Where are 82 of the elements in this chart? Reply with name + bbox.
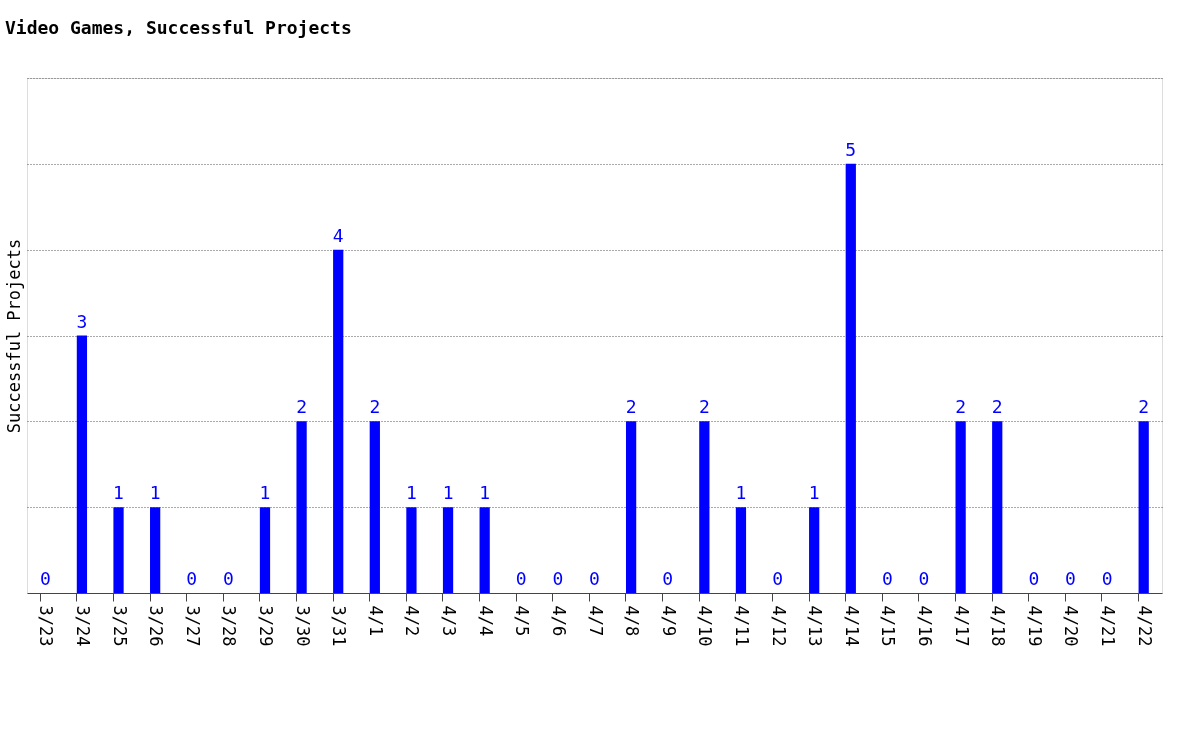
bar	[150, 507, 161, 593]
x-tick-label: 4/8	[622, 605, 643, 637]
x-tick-label: 4/21	[1098, 605, 1119, 647]
x-tick-label: 4/22	[1134, 605, 1155, 647]
data-label: 0	[1101, 568, 1113, 589]
data-label: 3	[76, 310, 88, 332]
bar	[735, 507, 747, 593]
y-axis-title: Successful Projects	[3, 238, 24, 434]
data-label: 0	[515, 568, 527, 589]
data-label: 0	[662, 568, 674, 589]
x-tick-label: 3/31	[329, 605, 350, 647]
x-tick-label: 4/7	[585, 605, 606, 637]
data-label: 0	[39, 568, 51, 589]
data-label: 1	[735, 482, 747, 504]
bar	[113, 507, 124, 593]
x-tick-label: 4/10	[695, 605, 716, 647]
bar	[1138, 421, 1149, 593]
bar	[699, 421, 710, 593]
data-label: 1	[479, 482, 491, 504]
data-label: 2	[955, 396, 967, 418]
x-tick-label: 4/17	[951, 605, 972, 647]
x-tick-label: 3/28	[219, 605, 240, 647]
data-label: 1	[259, 482, 271, 504]
x-tick-label: 4/19	[1024, 605, 1045, 647]
data-label: 2	[698, 396, 710, 418]
x-tick-label: 4/1	[365, 605, 386, 637]
x-tick-label: 4/5	[512, 605, 533, 637]
bar	[845, 163, 856, 593]
data-label: 0	[772, 568, 783, 589]
chart-title: Video Games, Successful Projects	[5, 17, 352, 38]
x-tick-label: 4/14	[841, 605, 862, 647]
data-label: 0	[186, 568, 198, 589]
bar	[406, 507, 417, 593]
bar	[625, 421, 637, 593]
bar	[809, 507, 820, 593]
data-label: 0	[589, 568, 600, 589]
x-tick-label: 4/11	[731, 605, 752, 647]
x-tick-label: 4/6	[548, 605, 569, 637]
bar	[442, 507, 454, 593]
bar	[333, 249, 344, 593]
x-tick-label: 4/15	[878, 605, 899, 647]
x-tick-label: 3/23	[36, 605, 57, 647]
x-tick-label: 3/26	[146, 605, 167, 647]
x-tick-label: 3/29	[255, 605, 276, 647]
data-label: 0	[881, 568, 893, 589]
data-label: 1	[149, 482, 161, 504]
data-label: 0	[1065, 568, 1076, 589]
x-tick-label: 3/25	[109, 605, 130, 647]
data-label: 1	[113, 482, 124, 504]
data-label: 2	[296, 396, 308, 418]
x-tick-label: 4/18	[988, 605, 1009, 647]
bar	[955, 421, 966, 593]
data-label: 0	[1028, 568, 1040, 589]
bar	[296, 421, 307, 593]
data-label: 2	[1138, 396, 1150, 418]
data-label: 0	[918, 568, 930, 589]
bar	[259, 507, 271, 593]
data-label: 1	[406, 482, 417, 504]
data-label: 5	[845, 138, 857, 160]
bar	[479, 507, 490, 593]
data-label: 2	[369, 396, 381, 418]
data-label: 0	[222, 568, 234, 589]
x-tick-label: 3/24	[72, 605, 93, 647]
bar	[76, 335, 88, 593]
data-label: 2	[625, 396, 637, 418]
x-tick-label: 4/20	[1061, 605, 1082, 647]
data-label: 0	[552, 568, 564, 589]
x-tick-label: 4/16	[915, 605, 936, 647]
x-tick-label: 4/3	[439, 605, 460, 637]
x-tick-label: 4/2	[402, 605, 423, 637]
x-tick-label: 4/13	[805, 605, 826, 647]
bar	[369, 421, 380, 593]
x-tick-label: 4/4	[475, 605, 496, 637]
data-label: 4	[332, 224, 344, 246]
data-label: 1	[808, 482, 820, 504]
bar	[992, 421, 1003, 593]
data-label: 1	[442, 482, 454, 504]
x-tick-label: 3/30	[292, 605, 313, 647]
x-tick-label: 4/9	[658, 605, 679, 637]
data-label: 2	[991, 396, 1003, 418]
x-tick-label: 3/27	[182, 605, 203, 647]
x-tick-label: 4/12	[768, 605, 789, 647]
